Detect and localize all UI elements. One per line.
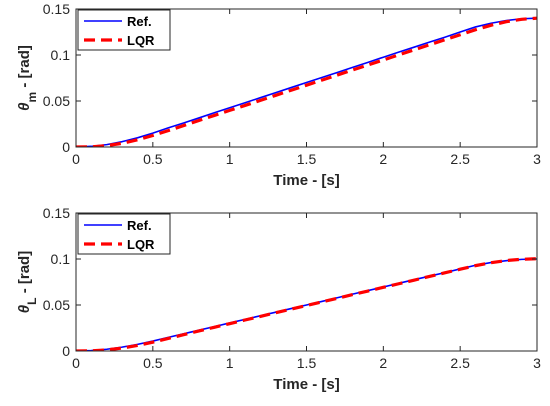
x-tick-label: 1.5 xyxy=(297,355,317,371)
y-axis-label: θm - [rad] xyxy=(16,45,39,111)
y-axis-subscript: L xyxy=(25,297,39,304)
x-tick-label: 2.5 xyxy=(450,151,470,167)
y-tick-label: 0.05 xyxy=(43,297,70,313)
x-tick-label: 0.5 xyxy=(143,151,163,167)
y-tick-label: 0 xyxy=(62,139,70,155)
legend-box xyxy=(77,9,171,51)
x-tick-label: 2 xyxy=(379,355,387,371)
y-axis-label: θL - [rad] xyxy=(16,251,39,313)
legend-label-ref: Ref. xyxy=(127,218,152,233)
y-axis-subscript: m xyxy=(25,92,39,103)
x-tick-label: 3 xyxy=(533,355,541,371)
x-tick-label: 0.5 xyxy=(143,355,163,371)
x-axis-label: Time - [s] xyxy=(273,376,339,393)
x-tick-label: 1.5 xyxy=(297,151,317,167)
series-line-ref xyxy=(76,258,537,351)
y-axis-unit: - [rad] xyxy=(16,251,33,298)
y-tick-label: 0.1 xyxy=(51,47,71,63)
x-axis-label: Time - [s] xyxy=(273,172,339,189)
x-tick-label: 0 xyxy=(72,151,80,167)
x-tick-label: 2 xyxy=(379,151,387,167)
y-axis-unit: - [rad] xyxy=(16,45,33,92)
legend-box xyxy=(77,213,171,255)
legend: Ref. LQR xyxy=(77,213,171,255)
x-tick-label: 1 xyxy=(226,355,234,371)
y-tick-label: 0.15 xyxy=(43,205,70,221)
y-tick-label: 0 xyxy=(62,343,70,359)
x-tick-label: 0 xyxy=(72,355,80,371)
y-tick-label: 0.1 xyxy=(51,251,71,267)
series-line-lqr xyxy=(76,16,537,147)
y-tick-label: 0.05 xyxy=(43,93,70,109)
x-tick-label: 2.5 xyxy=(450,355,470,371)
legend-label-lqr: LQR xyxy=(127,237,155,252)
legend: Ref. LQR xyxy=(77,9,171,51)
y-axis-symbol: θ xyxy=(16,304,33,313)
series-line-ref xyxy=(76,17,537,147)
legend-label-lqr: LQR xyxy=(127,33,155,48)
theta-m-subplot: 0 0.5 1 1.5 2 2.5 3 0 0.05 0.1 0.15 Time - [s] θm - … xyxy=(16,1,541,189)
legend-label-ref: Ref. xyxy=(127,14,152,29)
y-tick-label: 0.15 xyxy=(43,1,70,17)
x-tick-label: 1 xyxy=(226,151,234,167)
y-axis-symbol: θ xyxy=(16,102,33,111)
theta-l-subplot: 0 0.5 1 1.5 2 2.5 3 0 0.05 0.1 0.15 Time - [s] θL - … xyxy=(16,205,541,393)
series-line-lqr xyxy=(76,257,537,351)
x-tick-label: 3 xyxy=(533,151,541,167)
